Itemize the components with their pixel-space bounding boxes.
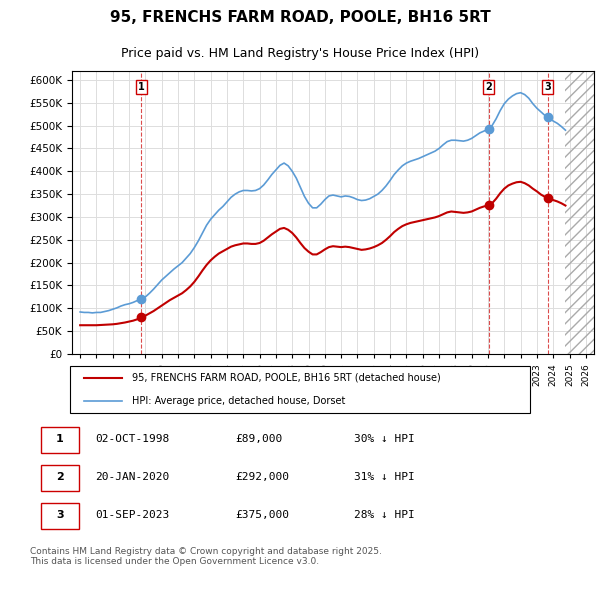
Text: 95, FRENCHS FARM ROAD, POOLE, BH16 5RT (detached house): 95, FRENCHS FARM ROAD, POOLE, BH16 5RT (… — [132, 373, 441, 383]
FancyBboxPatch shape — [41, 503, 79, 529]
FancyBboxPatch shape — [41, 427, 79, 453]
Text: 31% ↓ HPI: 31% ↓ HPI — [354, 472, 415, 482]
Text: 2: 2 — [56, 472, 64, 482]
Text: 3: 3 — [544, 82, 551, 92]
Text: £89,000: £89,000 — [235, 434, 283, 444]
Text: HPI: Average price, detached house, Dorset: HPI: Average price, detached house, Dors… — [132, 396, 346, 406]
Text: £292,000: £292,000 — [235, 472, 289, 482]
Text: 01-SEP-2023: 01-SEP-2023 — [95, 510, 169, 520]
FancyBboxPatch shape — [70, 365, 530, 413]
Text: Price paid vs. HM Land Registry's House Price Index (HPI): Price paid vs. HM Land Registry's House … — [121, 47, 479, 60]
Text: Contains HM Land Registry data © Crown copyright and database right 2025.
This d: Contains HM Land Registry data © Crown c… — [30, 547, 382, 566]
Text: 02-OCT-1998: 02-OCT-1998 — [95, 434, 169, 444]
Text: 3: 3 — [56, 510, 64, 520]
Text: 95, FRENCHS FARM ROAD, POOLE, BH16 5RT: 95, FRENCHS FARM ROAD, POOLE, BH16 5RT — [110, 10, 490, 25]
FancyBboxPatch shape — [41, 466, 79, 491]
Text: 20-JAN-2020: 20-JAN-2020 — [95, 472, 169, 482]
Text: 28% ↓ HPI: 28% ↓ HPI — [354, 510, 415, 520]
Text: 1: 1 — [56, 434, 64, 444]
Text: £375,000: £375,000 — [235, 510, 289, 520]
Text: 1: 1 — [138, 82, 145, 92]
Text: 2: 2 — [485, 82, 492, 92]
Text: 30% ↓ HPI: 30% ↓ HPI — [354, 434, 415, 444]
